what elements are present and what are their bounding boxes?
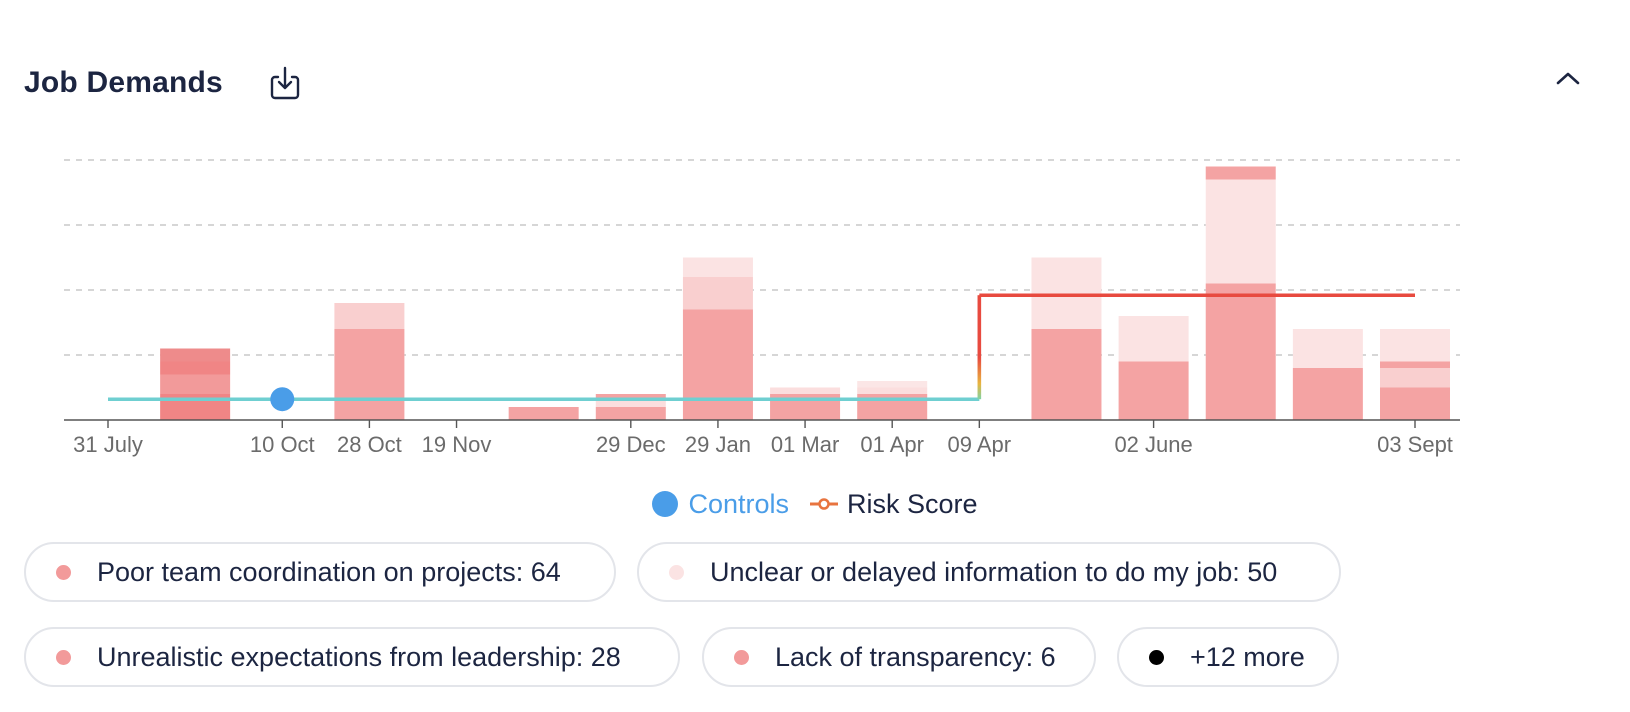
bar-segment bbox=[1205, 179, 1276, 284]
x-tick-label: 28 Oct bbox=[337, 432, 402, 457]
x-tick-label: 01 Apr bbox=[860, 432, 924, 457]
legend-controls[interactable]: Controls bbox=[652, 489, 789, 520]
x-axis: 31 July 10 Oct 28 Oct 19 Nov 29 Dec 29 Jan 01 … bbox=[64, 419, 1460, 457]
controls-marker-icon bbox=[652, 491, 679, 517]
chip-color-dot-icon bbox=[734, 649, 749, 665]
page-title: Job Demands bbox=[24, 66, 223, 99]
chip-label: Lack of transparency: 6 bbox=[775, 641, 1056, 672]
bar-segment bbox=[857, 387, 928, 394]
chip-label: +12 more bbox=[1190, 641, 1305, 672]
bar-segment bbox=[1031, 329, 1102, 420]
x-tick-label: 09 Apr bbox=[948, 432, 1012, 457]
legend-risk-score[interactable]: Risk Score bbox=[809, 489, 978, 520]
filter-chip[interactable]: Poor team coordination on projects: 64 bbox=[24, 542, 616, 602]
bars bbox=[160, 166, 1450, 420]
chip-label: Unclear or delayed information to do my … bbox=[710, 556, 1278, 587]
bar-segment bbox=[160, 374, 231, 394]
bar-segment bbox=[1292, 368, 1363, 420]
x-tick-label: 01 Mar bbox=[771, 432, 839, 457]
bar-segment bbox=[1380, 387, 1450, 420]
bar-segment bbox=[1118, 361, 1189, 420]
gridlines bbox=[64, 159, 1460, 356]
bar-segment bbox=[1292, 329, 1363, 368]
bar-segment bbox=[334, 329, 405, 420]
x-tick-label: 02 June bbox=[1114, 432, 1192, 457]
risk-score-line-icon bbox=[810, 498, 838, 510]
chevron-up-icon bbox=[1556, 72, 1580, 85]
legend-risk-label: Risk Score bbox=[847, 488, 978, 519]
filter-chip[interactable]: Unclear or delayed information to do my … bbox=[637, 542, 1341, 602]
stacked-bar-chart: 31 July 10 Oct 28 Oct 19 Nov 29 Dec 29 Jan 01 … bbox=[64, 159, 1460, 457]
bar-segment bbox=[1031, 257, 1102, 329]
x-tick-label: 10 Oct bbox=[250, 432, 315, 457]
filter-chip[interactable]: +12 more bbox=[1117, 627, 1339, 687]
chart-legend: Controls Risk Score bbox=[0, 484, 1630, 524]
bar-segment bbox=[160, 361, 231, 375]
x-tick-label: 29 Dec bbox=[596, 432, 666, 457]
chip-color-dot-icon bbox=[56, 564, 71, 580]
chip-label: Unrealistic expectations from leadership… bbox=[97, 641, 621, 672]
bar-segment bbox=[1205, 166, 1276, 180]
collapse-button[interactable] bbox=[1548, 60, 1588, 96]
series-lines bbox=[108, 293, 1415, 412]
bar-segment bbox=[508, 407, 579, 420]
bar-segment bbox=[682, 277, 753, 310]
chip-color-dot-icon bbox=[669, 564, 684, 580]
x-tick-label: 19 Nov bbox=[422, 432, 492, 457]
bar-segment bbox=[1380, 329, 1450, 362]
controls-marker bbox=[270, 387, 295, 412]
filter-chip[interactable]: Unrealistic expectations from leadership… bbox=[24, 627, 680, 687]
x-tick-label: 29 Jan bbox=[685, 432, 751, 457]
risk-score-step bbox=[977, 295, 982, 400]
bar-segment bbox=[1380, 368, 1450, 388]
legend-controls-label: Controls bbox=[688, 488, 789, 519]
x-tick-label: 03 Sept bbox=[1377, 432, 1453, 457]
bar-segment bbox=[595, 407, 666, 420]
bar-segment bbox=[682, 309, 753, 420]
bar-segment bbox=[1118, 316, 1189, 362]
chip-color-dot-icon bbox=[1149, 649, 1164, 665]
bar-segment bbox=[160, 348, 231, 362]
x-tick-label: 31 July bbox=[73, 432, 143, 457]
bar-segment bbox=[1380, 361, 1450, 368]
bar-segment bbox=[334, 303, 405, 329]
chip-color-dot-icon bbox=[56, 649, 71, 665]
bar-segment bbox=[770, 387, 841, 394]
bar-segment bbox=[595, 399, 666, 407]
bar-segment bbox=[595, 394, 666, 400]
bar-segment bbox=[682, 257, 753, 277]
download-icon bbox=[270, 66, 300, 100]
bar-segment bbox=[1205, 283, 1276, 420]
bar-segment bbox=[857, 381, 928, 388]
chart-header: Job Demands bbox=[24, 58, 305, 108]
chip-label: Poor team coordination on projects: 64 bbox=[97, 556, 561, 587]
filter-chip[interactable]: Lack of transparency: 6 bbox=[702, 627, 1096, 687]
download-button[interactable] bbox=[265, 63, 305, 103]
